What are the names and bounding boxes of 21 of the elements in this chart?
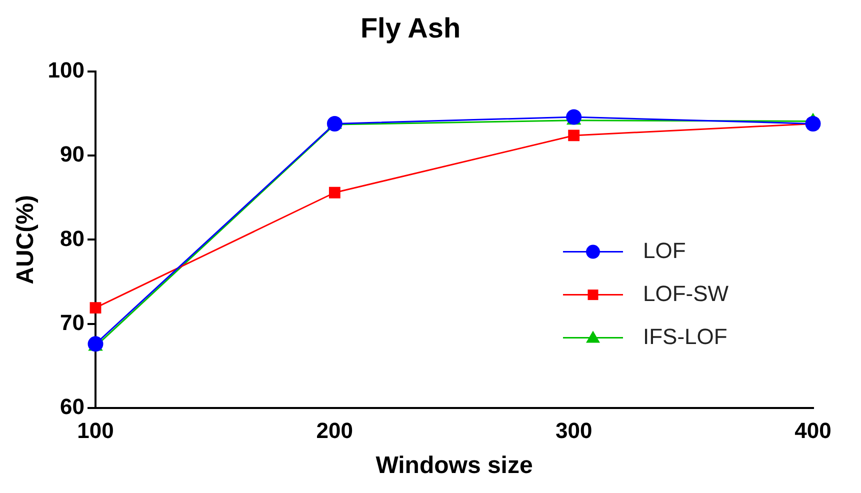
x-tick-label: 200 — [316, 418, 354, 444]
x-tick-label: 300 — [555, 418, 592, 444]
x-tick-label: 100 — [77, 418, 114, 444]
y-tick-label: 60 — [60, 394, 85, 419]
point — [326, 116, 342, 132]
point — [805, 116, 821, 132]
point — [328, 186, 340, 198]
legend-label: LOF — [643, 238, 686, 263]
chart-title: Fly Ash — [360, 12, 461, 44]
y-tick-label: 80 — [60, 226, 85, 251]
point — [90, 302, 102, 314]
x-tick-label: 400 — [794, 418, 832, 444]
y-tick-label: 90 — [60, 142, 85, 167]
point — [568, 130, 580, 142]
y-tick-label: 100 — [48, 58, 85, 83]
legend-label: LOF-SW — [643, 280, 729, 306]
legend-label: IFS-LOF — [643, 324, 728, 349]
point — [566, 109, 582, 125]
y-axis-title: AUC(%) — [12, 195, 40, 284]
x-axis-title: Windows size — [376, 452, 533, 480]
y-tick-label: 70 — [60, 310, 85, 335]
